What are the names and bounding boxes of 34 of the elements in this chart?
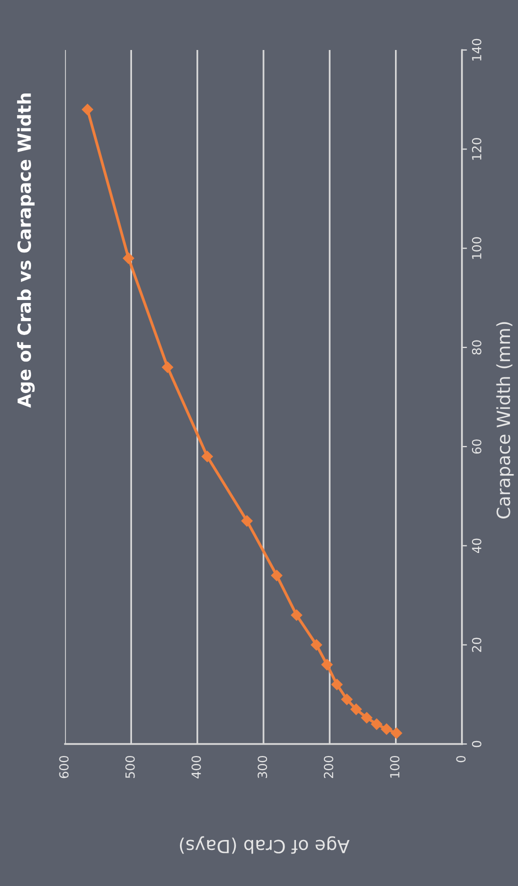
x-axis-title: Age of Crab (Days)	[180, 836, 350, 854]
x-tick-label: 600	[59, 756, 69, 778]
point	[390, 727, 402, 739]
x-tick-label: 0	[456, 756, 466, 762]
point	[202, 450, 213, 462]
point	[361, 712, 372, 724]
point	[341, 694, 352, 705]
x-tick-label: 500	[125, 756, 135, 778]
x-tick-label: 100	[390, 756, 400, 778]
y-tick-label: 40	[472, 538, 482, 554]
text: Age of Crab vs Carapace Width	[17, 94, 35, 408]
y-tick-label: 0	[472, 740, 482, 748]
point	[310, 639, 322, 650]
point	[380, 724, 392, 735]
x-tick-label: 200	[324, 756, 334, 778]
point	[162, 362, 174, 373]
point	[350, 704, 362, 715]
y-tick-label: 120	[472, 138, 482, 160]
point	[371, 718, 382, 730]
point	[241, 515, 253, 527]
point	[321, 659, 333, 670]
point	[271, 570, 282, 582]
x-tick-label: 400	[192, 756, 201, 778]
point	[331, 678, 343, 690]
point	[290, 610, 302, 621]
point	[122, 252, 134, 264]
y-tick-label: 100	[472, 237, 482, 259]
x-tick-label: 300	[258, 756, 268, 778]
y-tick-label: 140	[472, 38, 482, 61]
point	[82, 104, 94, 116]
y-tick-label: 20	[472, 638, 482, 652]
y-tick-label: 60	[472, 439, 482, 454]
y-tick-label: 80	[472, 340, 482, 355]
y-axis-title: Carapace Width (mm)	[496, 322, 514, 518]
